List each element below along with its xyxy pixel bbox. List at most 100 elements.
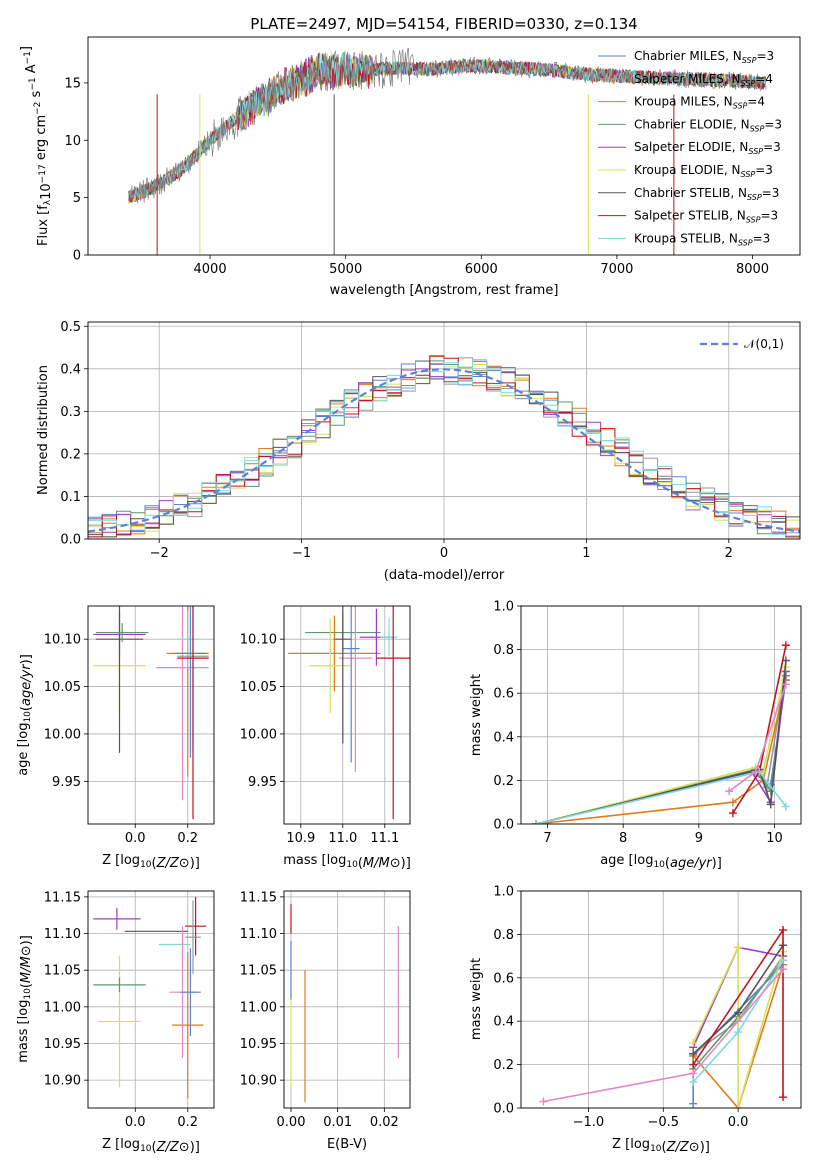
mass-vs-ebv-xlabel: E(B-V) (327, 1137, 367, 1152)
ytick-label: 0.2 (60, 447, 81, 462)
weight-marker (689, 1038, 698, 1047)
legend-text: Kroupa ELODIE, N (634, 163, 741, 177)
label-part: Z [log (102, 853, 140, 868)
weight-marker (734, 1104, 743, 1108)
xtick-label: 6000 (465, 262, 498, 277)
errorbar-point (185, 900, 201, 974)
weight-marker (734, 1008, 743, 1017)
label-part: mass [log (283, 853, 346, 868)
ytick-label: 0 (73, 249, 81, 264)
ytick-label: 11.05 (44, 964, 81, 979)
weight-vs-Z-ylabel: mass weight (469, 958, 484, 1040)
label-part: )] (190, 1140, 200, 1155)
residual-histogram (88, 359, 800, 537)
weight-vs-age-xlabel: age [log10(age/yr)] (600, 853, 722, 871)
legend-sub: SSP (733, 102, 748, 111)
residuals-xlabel: (data-model)/error (384, 568, 505, 583)
ytick-label: 0.0 (60, 533, 81, 548)
legend-sub: SSP (747, 193, 762, 202)
weight-marker (751, 767, 760, 776)
weight-marker (779, 956, 788, 965)
xtick-label: 0.2 (177, 831, 198, 846)
label-part: mass [log (16, 1000, 31, 1063)
mass-vs-Z-xlabel: Z [log10(Z/Z⊙)] (102, 1137, 200, 1155)
legend-text: Chabrier ELODIE, N (634, 117, 750, 131)
xtick-label: −1 (292, 546, 311, 561)
label-part: −2 (33, 102, 43, 115)
weight-marker (539, 1097, 548, 1106)
ytick-label: 10.00 (240, 727, 277, 742)
weight-marker (689, 1099, 698, 1108)
label-part: ( (662, 1140, 667, 1155)
label-part: )] (712, 856, 722, 871)
axes-mass_vs_ebv: 0.00 0.01 0.02 10.90 10.95 11.00 11.05 11.10 11.… (240, 890, 411, 1130)
residual-histogram (88, 363, 800, 538)
errorbar-point (288, 615, 381, 692)
weight-marker (728, 798, 737, 807)
ytick-label: 10.90 (44, 1074, 81, 1089)
weight-marker (725, 787, 734, 796)
weight-marker (781, 680, 790, 689)
ytick-label: 11.05 (240, 964, 277, 979)
ytick-label: 10.05 (240, 680, 277, 695)
plot-area (288, 606, 410, 820)
label-part: ⊙ (390, 856, 401, 871)
label-part: age [log (16, 723, 31, 776)
label-part: ] (19, 46, 34, 51)
weight-line (535, 770, 787, 824)
legend-text: Kroupa MILES, N (634, 95, 733, 109)
age-vs-Z-ylabel: age [log10(age/yr)] (16, 654, 34, 776)
weight-marker (779, 1093, 788, 1102)
axes-age_vs_mass: 10.9 11.0 11.1 9.95 10.00 10.05 10.10 (240, 605, 411, 846)
weight-marker (689, 1069, 698, 1078)
xtick-label: 11.1 (370, 831, 399, 846)
legend-text: =3 (763, 140, 781, 154)
weight-marker (689, 1060, 698, 1069)
mass-vs-Z-ylabel: mass [log10(M/M⊙)] (16, 935, 34, 1063)
ytick-label: 11.15 (44, 890, 81, 905)
ytick-label: 5 (73, 191, 81, 206)
label-part: −17 (38, 164, 48, 183)
label-part: Z/Z (666, 1140, 690, 1155)
ytick-label: 10.10 (44, 633, 81, 648)
weight-marker (532, 820, 541, 824)
label-part: M/M (19, 956, 34, 983)
label-part: 10 (140, 860, 152, 870)
legend-text: =3 (762, 186, 780, 200)
legend-text: =3 (756, 49, 774, 63)
plot-area (128, 48, 767, 255)
legend-sub: SSP (741, 79, 756, 88)
ytick-label: 11.00 (240, 1000, 277, 1015)
legend-sub: SSP (748, 147, 763, 156)
label-part: ( (19, 706, 34, 711)
ytick-label: 0.2 (493, 1058, 514, 1073)
plot-area (539, 926, 788, 1108)
axes-frame (87, 605, 215, 825)
label-part: −1 (28, 77, 38, 90)
errorbar-point (179, 948, 201, 1037)
axes-frame (87, 321, 801, 540)
model-spectrum-line (128, 52, 767, 202)
spectrum-xlabel: wavelength [Angstrom, rest frame] (330, 283, 559, 298)
xtick-label: 2 (725, 546, 733, 561)
errorbar-point (334, 606, 352, 744)
axes-frame (520, 890, 802, 1109)
ytick-label: 0.0 (493, 818, 514, 833)
weight-marker (734, 943, 743, 952)
age-vs-mass-xlabel: mass [log10(M/M⊙)] (283, 853, 411, 871)
errorbar-point (376, 606, 410, 820)
ytick-label: 11.00 (44, 1000, 81, 1015)
errorbar-point (98, 955, 141, 1088)
weight-marker (689, 1077, 698, 1086)
weight-line (535, 666, 787, 824)
ytick-label: 0.6 (493, 687, 514, 702)
ytick-label: 10.00 (44, 727, 81, 742)
ytick-label: 15 (64, 76, 81, 91)
legend-sub: SSP (746, 216, 761, 225)
plot-area (290, 904, 399, 1103)
label-part: )] (19, 935, 34, 945)
legend-label: Kroupa MILES, NSSP=4 (634, 95, 765, 111)
xtick-label: 9 (695, 831, 703, 846)
label-part: age/yr (670, 856, 713, 871)
errorbar-point (342, 606, 360, 763)
